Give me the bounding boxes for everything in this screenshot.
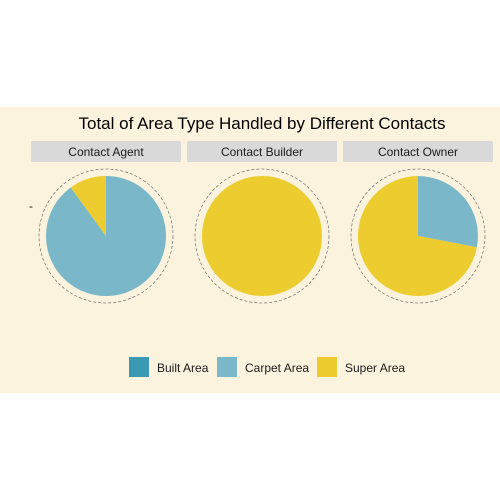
- legend-swatch: [129, 357, 149, 377]
- facet-strip: [31, 141, 181, 162]
- pie-slice-super-area: [357, 176, 477, 296]
- legend-swatch: [317, 357, 337, 377]
- pie-slice-carpet-area: [46, 176, 166, 296]
- legend-label: Carpet Area: [245, 361, 309, 375]
- facet-strip-label: Contact Builder: [221, 145, 303, 159]
- pie-guide-ring: [38, 168, 174, 304]
- pie-guide-ring: [350, 168, 486, 304]
- facet-contact-agent: Contact Agent: [31, 141, 181, 304]
- legend-swatch: [217, 357, 237, 377]
- legend: Built Area Carpet Area Super Area: [129, 357, 405, 377]
- legend-label: Super Area: [345, 361, 405, 375]
- legend-item-super-area: Super Area: [317, 357, 405, 377]
- legend-item-carpet-area: Carpet Area: [217, 357, 309, 377]
- facet-strip-label: Contact Owner: [378, 145, 458, 159]
- pie-slice-super-area: [70, 176, 106, 236]
- facet-group: Contact Agent Contact Builder Contact Owne…: [31, 141, 493, 304]
- facet-contact-builder: Contact Builder: [187, 141, 337, 304]
- chart-title: Total of Area Type Handled by Different …: [79, 114, 446, 133]
- pie-slice-super-area: [202, 176, 322, 296]
- facet-strip: [343, 141, 493, 162]
- pie-slice-carpet-area: [418, 176, 478, 248]
- y-axis-tick-label: -: [29, 199, 33, 213]
- legend-item-built-area: Built Area: [129, 357, 209, 377]
- facet-strip: [187, 141, 337, 162]
- pie-guide-ring: [194, 168, 330, 304]
- legend-label: Built Area: [157, 361, 209, 375]
- facet-contact-owner: Contact Owner: [343, 141, 493, 304]
- facet-strip-label: Contact Agent: [68, 145, 144, 159]
